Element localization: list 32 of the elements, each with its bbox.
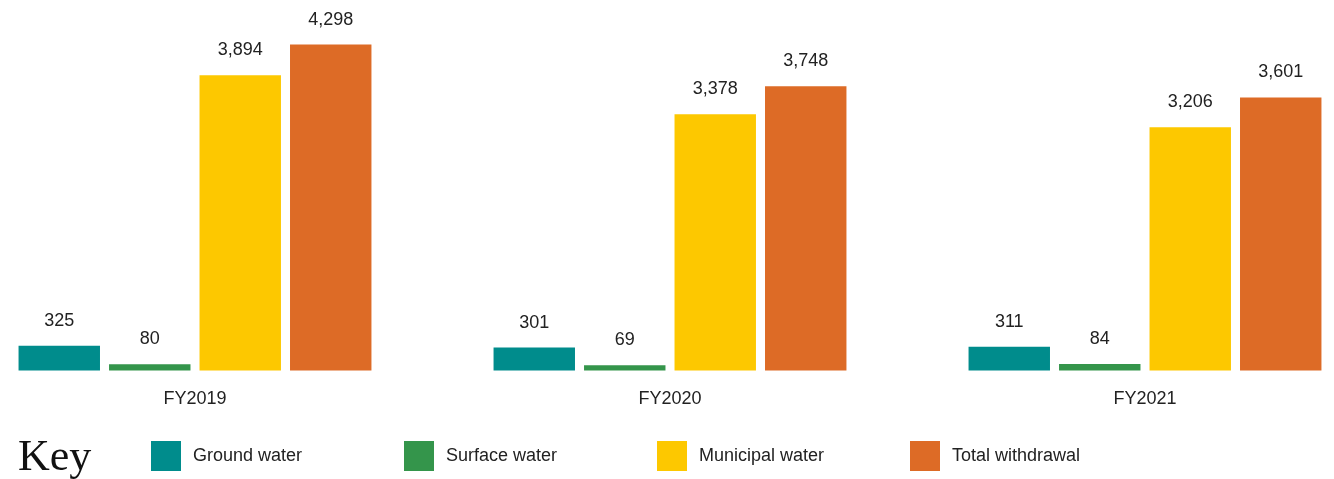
bar (584, 365, 666, 371)
bar (968, 346, 1050, 371)
legend-title: Key (18, 430, 93, 479)
data-label: 4,298 (308, 8, 354, 29)
legend-label: Municipal water (699, 445, 825, 466)
x-tick-label: FY2021 (1113, 388, 1177, 409)
bar (493, 347, 575, 371)
bar (1149, 127, 1231, 371)
data-label: 69 (614, 329, 635, 350)
data-label: 3,601 (1258, 61, 1304, 82)
bar (1240, 97, 1322, 371)
x-tick-label: FY2020 (638, 388, 702, 409)
bar (765, 86, 847, 371)
data-label: 3,378 (692, 78, 738, 99)
data-label: 3,894 (217, 39, 263, 60)
data-label: 311 (994, 310, 1024, 331)
data-label: 3,748 (783, 50, 829, 71)
data-label: 84 (1089, 328, 1110, 348)
data-label: 325 (44, 309, 75, 330)
bar (199, 75, 281, 371)
data-label: 301 (519, 311, 550, 332)
legend-label: Surface water (446, 445, 558, 466)
bar (674, 114, 756, 371)
bar (290, 44, 372, 371)
bar (18, 345, 100, 371)
x-tick-label: FY2019 (163, 388, 227, 409)
bar (109, 364, 191, 371)
legend-label: Total withdrawal (952, 445, 1081, 466)
data-label: 80 (139, 328, 160, 349)
bar (1059, 364, 1141, 371)
legend-label: Ground water (193, 445, 303, 466)
data-label: 3,206 (1167, 91, 1213, 112)
